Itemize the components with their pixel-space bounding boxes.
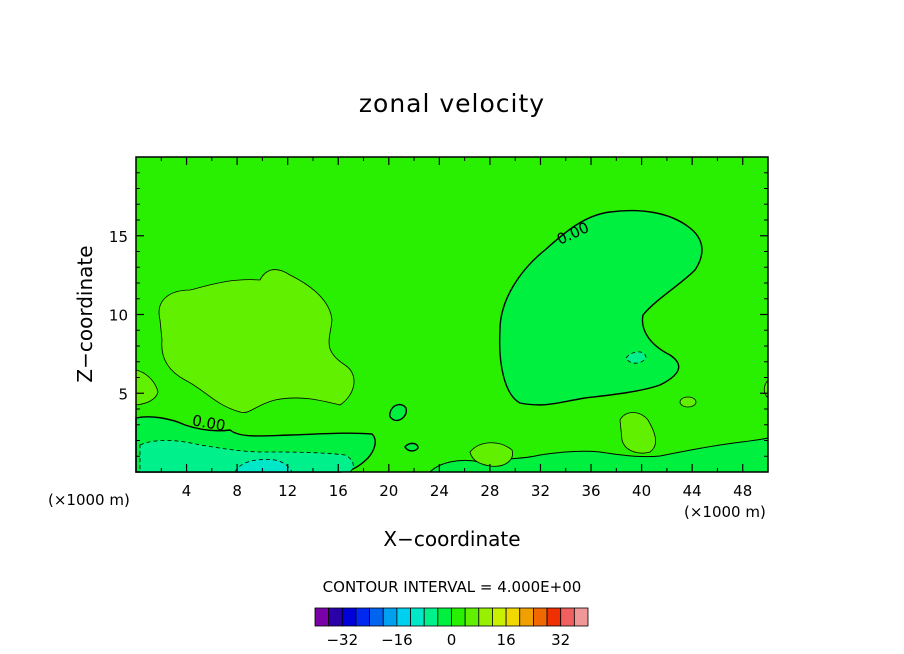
x-tick-label: 12	[278, 482, 297, 500]
colorbar-swatch	[437, 607, 452, 627]
x-tick-label: 32	[531, 482, 550, 500]
positive-region-left	[158, 269, 355, 413]
small-feature-2	[388, 403, 408, 422]
negative-bottom-strong	[234, 459, 293, 473]
colorbar-swatch	[560, 607, 575, 627]
colorbar-swatch	[478, 607, 493, 627]
small-feature-1	[679, 396, 697, 408]
colorbar-swatch	[533, 607, 548, 627]
colorbar-swatch	[396, 607, 411, 627]
positive-bottom-blob	[469, 442, 513, 467]
small-feature-dashed	[625, 351, 647, 364]
colorbar-swatch	[492, 607, 507, 627]
x-tick-label: 16	[329, 482, 348, 500]
colorbar-swatch	[410, 607, 425, 627]
x-tick-label: 20	[379, 482, 398, 500]
chart-title: zonal velocity	[359, 89, 545, 118]
positive-region-left-edge	[135, 369, 159, 406]
colorbar-swatch	[546, 607, 562, 627]
colorbar-swatch	[328, 607, 343, 627]
x-tick-label: 24	[430, 482, 449, 500]
colorbar-swatch	[573, 607, 589, 627]
x-unit-right: (×1000 m)	[684, 503, 766, 521]
y-tick-label: 15	[109, 228, 128, 246]
colorbar-swatch	[423, 607, 439, 627]
x-tick-label: 36	[581, 482, 600, 500]
y-axis: 5 10 15	[109, 172, 768, 457]
colorbar-swatch	[519, 607, 534, 627]
colorbar-tick-label: −32	[326, 631, 358, 649]
negative-bottom-cyan	[139, 440, 354, 473]
colorbar: −32 −16 0 16 32	[314, 607, 589, 649]
colorbar-swatch	[369, 607, 384, 627]
colorbar-tick-label: −16	[381, 631, 413, 649]
colorbar-tick-label: 16	[497, 631, 516, 649]
x-unit-left: (×1000 m)	[48, 491, 130, 509]
colorbar-swatch	[464, 607, 480, 627]
contour-label-lower: 0.00	[191, 411, 227, 435]
x-tick-label: 48	[733, 482, 752, 500]
y-tick-label: 10	[109, 307, 128, 325]
x-axis: 4 8 12 16 20 24 28 32 36 40 44 48	[160, 157, 752, 500]
colorbar-tick-label: 0	[447, 631, 457, 649]
y-axis-title: Z−coordinate	[73, 245, 97, 382]
small-feature-3	[404, 442, 419, 452]
colorbar-swatch	[314, 607, 330, 627]
colorbar-swatch	[341, 607, 357, 627]
x-axis-title: X−coordinate	[383, 527, 520, 551]
negative-region-right	[498, 209, 703, 406]
contour-interval: CONTOUR INTERVAL = 4.000E+00	[323, 578, 582, 596]
colorbar-swatch	[355, 607, 371, 627]
x-tick-label: 44	[683, 482, 702, 500]
x-tick-label: 40	[632, 482, 651, 500]
colorbar-swatch	[382, 607, 398, 627]
colorbar-tick-label: 32	[551, 631, 570, 649]
x-tick-label: 4	[182, 482, 192, 500]
colorbar-swatch	[505, 607, 521, 627]
x-tick-label: 8	[232, 482, 242, 500]
x-tick-label: 28	[480, 482, 499, 500]
colorbar-swatch	[451, 607, 466, 627]
positive-region-lower-right	[619, 412, 657, 454]
y-tick-label: 5	[118, 385, 128, 403]
plot-area: 0.00 0.00	[135, 156, 769, 473]
